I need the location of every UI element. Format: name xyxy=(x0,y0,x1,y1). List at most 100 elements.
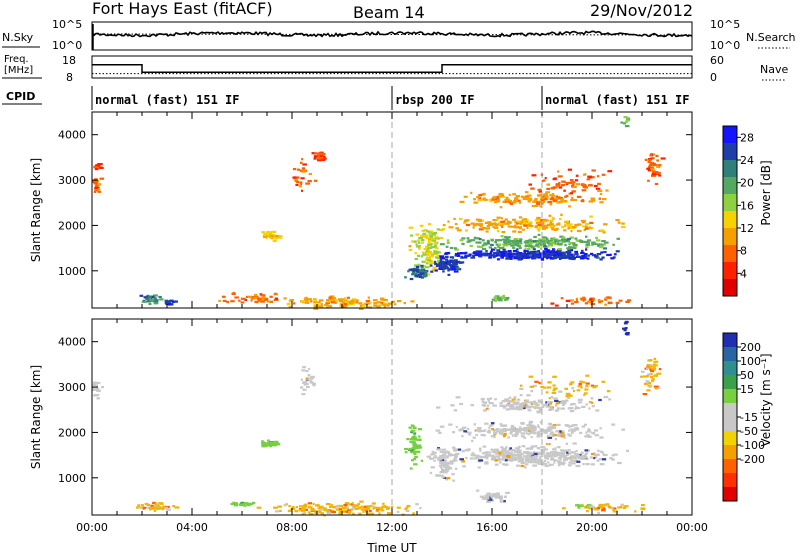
data-cell xyxy=(96,388,100,391)
data-cell xyxy=(490,248,496,251)
data-cell xyxy=(495,295,500,298)
data-cell xyxy=(512,429,516,433)
data-cell xyxy=(647,373,652,376)
data-cell xyxy=(550,223,554,226)
data-cell xyxy=(550,196,554,199)
data-cell xyxy=(240,501,245,504)
data-cell xyxy=(467,428,470,431)
data-cell xyxy=(319,305,324,308)
data-cell xyxy=(487,429,491,432)
data-cell xyxy=(478,250,483,253)
data-cell xyxy=(516,243,521,246)
x-tick-label: 04:00 xyxy=(176,521,208,534)
data-cell xyxy=(523,256,527,259)
data-cell xyxy=(518,460,523,463)
data-cell xyxy=(598,246,604,249)
data-cell xyxy=(660,157,666,160)
data-cell xyxy=(328,296,333,299)
data-cell xyxy=(461,450,465,453)
data-cell xyxy=(617,506,622,509)
data-cell xyxy=(507,239,511,242)
data-cell xyxy=(309,380,313,383)
data-cell xyxy=(540,219,543,222)
data-cell xyxy=(621,226,626,229)
data-cell xyxy=(434,244,437,247)
data-cell xyxy=(416,275,419,278)
data-cell xyxy=(519,387,524,390)
data-cell xyxy=(507,457,511,460)
data-cell xyxy=(580,386,583,389)
data-cell xyxy=(423,274,428,277)
data-cell xyxy=(148,508,152,511)
data-cell xyxy=(526,457,529,460)
data-cell xyxy=(486,404,490,407)
data-cell xyxy=(454,467,458,470)
data-cell xyxy=(624,120,628,123)
data-cell xyxy=(555,304,559,307)
data-cell xyxy=(488,256,492,259)
data-cell xyxy=(267,235,271,238)
data-cell xyxy=(287,303,291,306)
data-cell xyxy=(101,386,104,389)
data-cell xyxy=(390,505,394,508)
data-cell xyxy=(413,446,416,449)
data-cell xyxy=(498,192,504,196)
data-cell xyxy=(531,174,537,177)
data-cell xyxy=(525,253,531,256)
data-cell xyxy=(503,432,507,435)
data-cell xyxy=(505,298,509,301)
data-cell xyxy=(357,502,361,506)
data-cell xyxy=(505,251,508,254)
data-cell xyxy=(568,457,573,460)
data-cell xyxy=(543,462,547,465)
colorbar-tick-label: 24 xyxy=(740,154,754,167)
data-cell xyxy=(591,432,595,435)
data-cell xyxy=(596,459,600,462)
data-cell xyxy=(654,387,658,390)
data-cell xyxy=(436,254,440,257)
data-cell xyxy=(540,462,545,465)
data-cell xyxy=(543,179,546,182)
data-cell xyxy=(475,433,478,437)
data-cell xyxy=(644,158,648,161)
data-cell xyxy=(152,506,157,509)
data-cell xyxy=(330,301,336,304)
data-cell xyxy=(524,247,527,250)
data-cell xyxy=(493,493,496,496)
data-cell xyxy=(581,255,585,258)
data-cell xyxy=(586,504,591,508)
colorbar-tick-label: 4 xyxy=(740,267,747,280)
data-cell xyxy=(646,375,649,378)
data-cell xyxy=(499,431,503,435)
data-cell xyxy=(528,251,532,254)
data-cell xyxy=(530,431,535,434)
data-cell xyxy=(417,274,422,277)
data-cell xyxy=(501,433,506,436)
data-cell xyxy=(532,257,537,260)
data-cell xyxy=(528,460,533,464)
data-cell xyxy=(452,264,455,267)
data-cell xyxy=(620,503,624,506)
data-cell xyxy=(535,461,540,464)
data-cell xyxy=(430,270,434,273)
data-cell xyxy=(351,303,355,306)
data-cell xyxy=(332,506,335,509)
data-cell xyxy=(505,408,510,411)
data-cell xyxy=(376,305,381,308)
data-cell xyxy=(585,463,590,466)
data-cell xyxy=(295,506,299,509)
data-cell xyxy=(529,454,533,458)
data-cell xyxy=(366,302,370,305)
data-cell xyxy=(494,247,497,250)
data-cell xyxy=(476,455,481,458)
data-cell xyxy=(549,425,554,428)
data-cell xyxy=(444,464,449,467)
data-cell xyxy=(302,163,307,166)
data-cell xyxy=(441,476,445,479)
data-cell xyxy=(99,166,104,169)
data-cell xyxy=(532,200,537,203)
data-cell xyxy=(550,431,554,434)
data-cell xyxy=(582,463,585,466)
data-cell xyxy=(568,225,572,228)
data-cell xyxy=(539,205,543,208)
